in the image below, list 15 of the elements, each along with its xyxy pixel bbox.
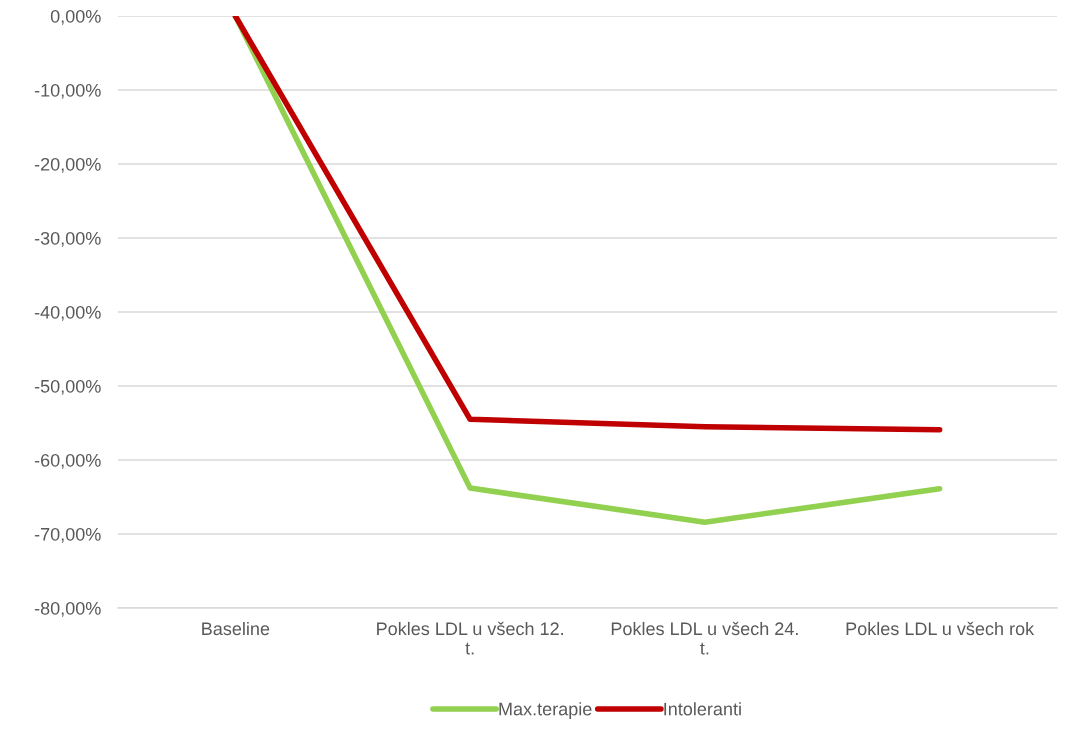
x-tick-label: Pokles LDL u všech rok (846, 621, 1035, 636)
y-tick-label: -40,00% (34, 305, 101, 321)
legend-label: Max.terapie (499, 702, 592, 720)
legend-label: Intoleranti (664, 702, 741, 716)
y-tick-label: -70,00% (34, 527, 101, 543)
x-tick-label: Pokles LDL u všech 12. t. (377, 621, 563, 655)
y-tick-label: -50,00% (34, 379, 101, 395)
x-tick-label: Pokles LDL u všech 24. t. (611, 621, 798, 655)
y-tick-label: 0,00% (50, 9, 101, 25)
x-tick-label: Baseline (202, 621, 270, 636)
y-tick-label: -80,00% (34, 601, 101, 617)
y-tick-label: -30,00% (34, 231, 101, 247)
y-tick-label: -60,00% (34, 453, 101, 469)
y-tick-label: -20,00% (34, 157, 101, 173)
y-tick-label: -10,00% (34, 83, 101, 99)
